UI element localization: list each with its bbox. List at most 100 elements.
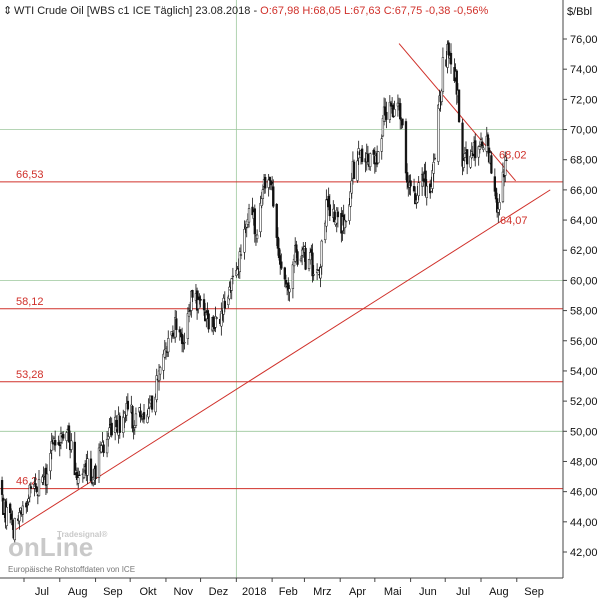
candle-body [366,153,370,162]
candle-body [110,422,113,436]
candle-body [70,440,73,450]
candle-body [304,247,307,270]
candle-body [239,254,243,256]
candle-body [65,432,68,441]
candle-body [126,400,130,410]
candle-body [325,199,328,227]
candle-body [505,159,508,162]
candle-body [412,186,416,192]
x-tick-label: Aug [489,586,509,598]
candle-body [77,477,80,484]
candle-body [259,202,262,233]
candle-body [9,503,12,514]
candle-body [457,89,461,122]
candle-body [150,395,154,410]
y-tick-label: 54,00 [570,366,598,378]
candle-body [284,279,288,285]
y-tick-label: 50,00 [570,426,598,438]
candle-body [27,498,30,503]
candle-body [389,102,393,107]
candle-body [94,465,97,480]
y-tick-label: 72,00 [570,94,598,106]
candle-body [180,333,184,344]
candle-body [159,367,162,375]
candle-body [260,198,263,206]
chart-header-icon: ⇕ [3,5,12,17]
candle-body [97,447,101,478]
candle-body [131,406,134,429]
candle-body [13,518,16,541]
candle-body [102,444,105,454]
candle-body [253,208,256,235]
candle-body [481,141,484,147]
watermark-brand-main: onLine [8,532,93,562]
candle-body [455,70,458,95]
candle-body [440,90,443,102]
x-tick-label: Jun [419,586,437,598]
candle-body [238,251,241,273]
watermark-logo: Tradesignal® onLine Europäische Rohstoff… [8,530,135,574]
candle-body [57,442,60,445]
candle-body [223,300,226,309]
candle-body [466,149,469,165]
candle-body [310,249,313,253]
candle-body [122,416,125,433]
candle-body [272,186,275,207]
candle-body [317,269,320,271]
candle-body [231,275,235,278]
candle-body [167,338,170,353]
candle-body [336,211,340,218]
candle-body [105,438,109,454]
y-tick-label: 58,00 [570,306,598,318]
x-tick-label: Apr [349,586,366,598]
candle-body [162,353,165,371]
candle-body [267,179,270,188]
candle-body [26,504,29,506]
x-axis-ticks: Jul Aug Sep Okt Nov Dez 2018 Feb Mrz Apr Mai Jun Jul… [23,578,544,598]
candle-body [78,474,81,477]
y-axis-unit: $/Bbl [567,6,592,18]
candle-body [319,267,322,279]
candle-body [417,182,420,197]
candle-body [230,278,233,291]
candle-body [296,251,299,265]
candle-body [147,408,150,418]
y-tick-label: 66,00 [570,185,598,197]
candle-body [58,444,61,447]
candle-body [463,153,466,158]
candle-body [496,198,499,213]
candle-body [478,146,481,150]
candle-body [186,313,190,339]
level-label: 58,12 [16,296,44,308]
candle-body [10,513,13,520]
candle-body [18,512,21,522]
watermark-source: Europäische Rohstoffdaten von ICE [8,565,135,574]
candle-body [381,118,385,137]
candle-body [140,418,143,420]
candle-body [264,177,267,189]
x-tick-label: Jul [35,586,49,598]
candle-body [132,429,135,431]
candles [0,40,508,545]
horizontal-levels: 66,53 58,12 53,28 46,2 [0,169,563,490]
x-tick-label: Jul [456,586,470,598]
candle-body [67,425,71,443]
candle-body [183,341,186,344]
candle-body [59,433,63,443]
candle-body [187,311,191,317]
candle-body [100,445,103,453]
y-tick-label: 60,00 [570,275,598,287]
candle-body [35,486,38,492]
candle-body [142,412,146,420]
candle-body [288,288,291,293]
candle-body [280,261,283,269]
y-tick-label: 42,00 [570,547,598,559]
candle-body [207,313,210,330]
candle-body [37,479,41,496]
candle-body [360,148,364,162]
x-tick-label: Okt [139,586,156,598]
x-tick-label: Dez [209,586,229,598]
